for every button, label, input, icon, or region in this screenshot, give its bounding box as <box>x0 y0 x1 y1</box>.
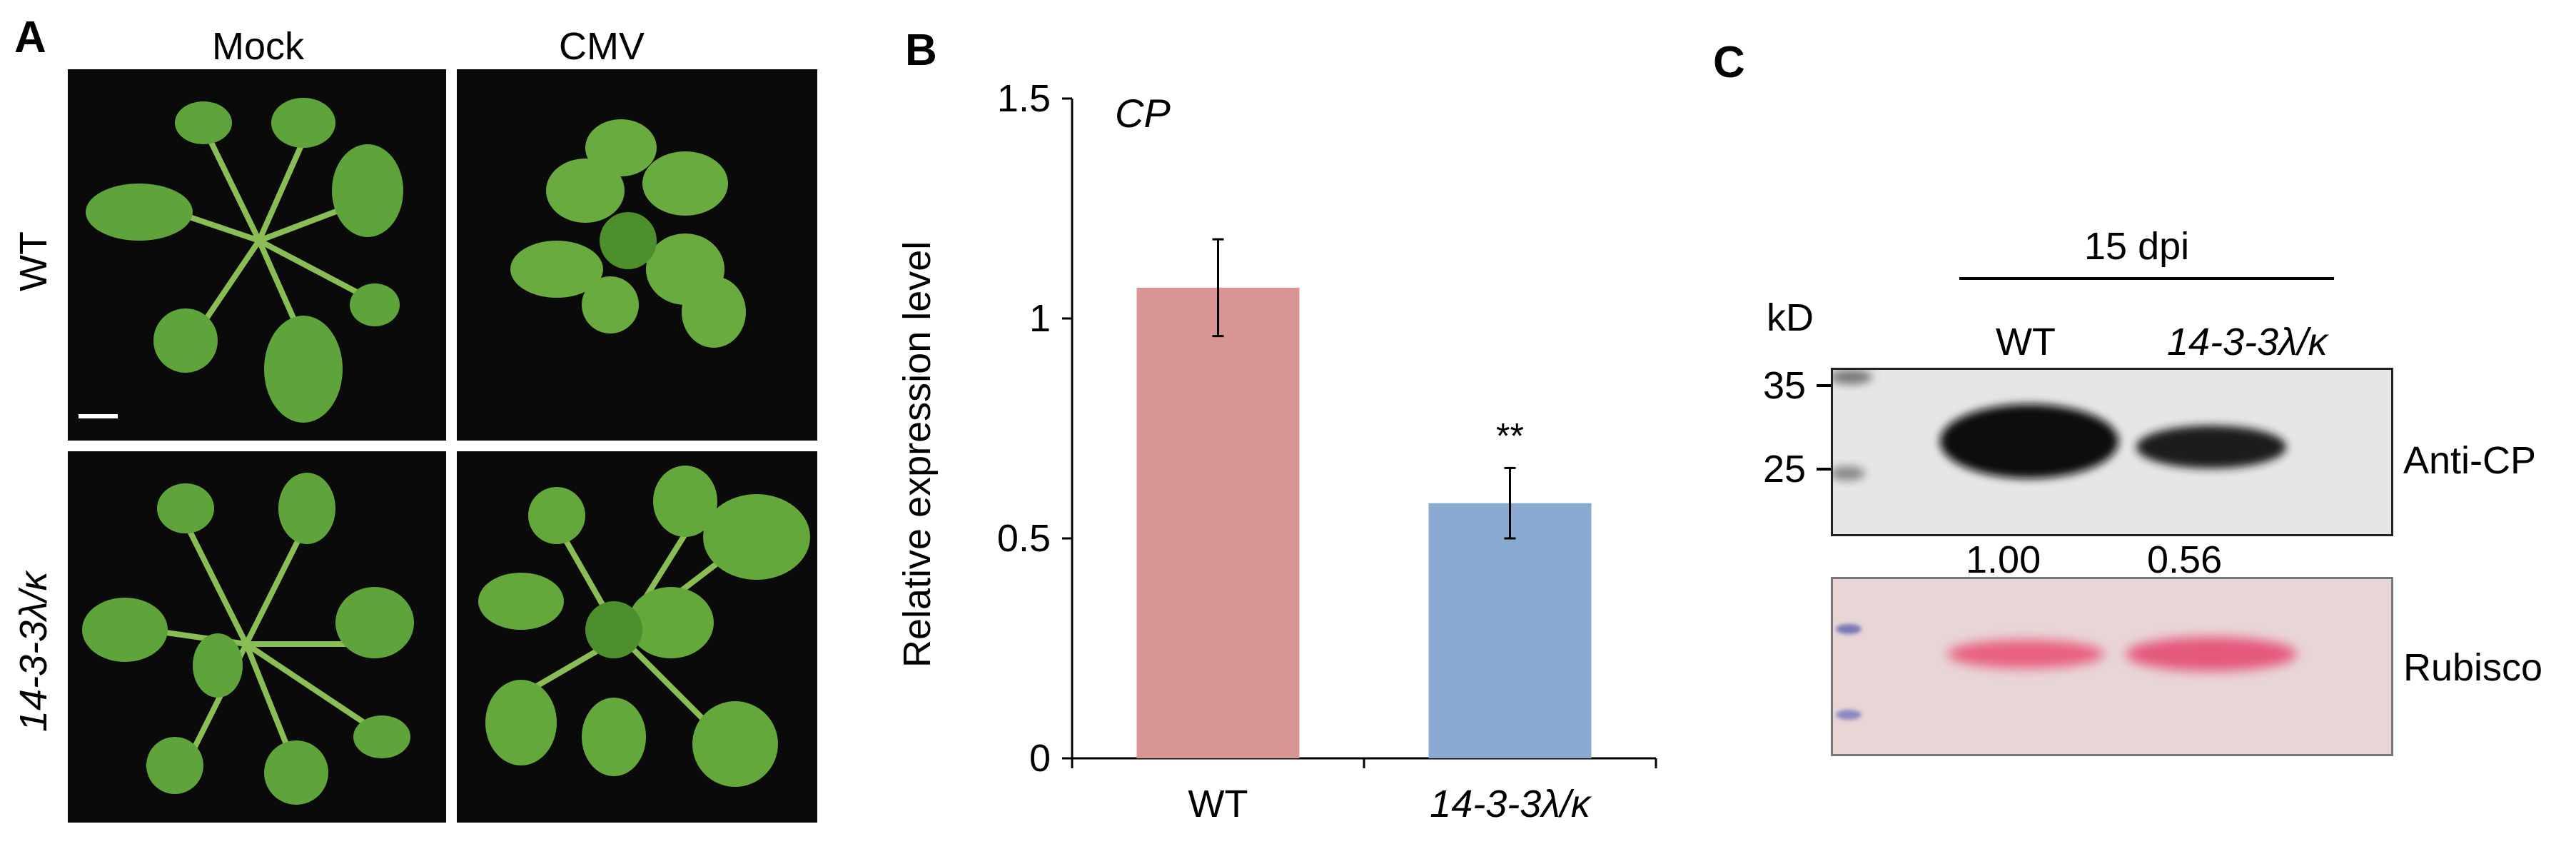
quantification-mutant: 0.56 <box>2147 538 2223 581</box>
panel-c-letter: C <box>1713 38 1745 87</box>
marker-25: 25 <box>1763 448 1807 491</box>
marker-35-tick <box>1817 384 1832 387</box>
plant-rosette-icon <box>82 473 414 805</box>
panel-b-letter: B <box>905 26 937 75</box>
ponceau-rubisco-stain <box>1831 577 2393 756</box>
bar-chart: 0 0.5 1 1.5 WT ** 14-3-3λ/κ CP <box>997 77 1657 821</box>
photo-wt-cmv <box>457 69 817 441</box>
kd-unit-label: kD <box>1767 296 1814 339</box>
y-tick-label: 0 <box>1029 737 1051 780</box>
time-point-bracket-line <box>1959 277 2334 280</box>
plant-rosette-icon <box>510 119 746 348</box>
marker-25-tick <box>1817 468 1832 471</box>
x-category-label: WT <box>1188 783 1248 821</box>
chart-y-axis-label: Relative expression level <box>896 241 939 668</box>
blot-bands <box>1833 370 2391 534</box>
column-header-mock: Mock <box>212 25 305 68</box>
y-tick-label: 0.5 <box>997 517 1051 560</box>
blot-label-anti-cp: Anti-CP <box>2403 439 2537 482</box>
photo-mutant-cmv <box>457 451 817 823</box>
quantification-wt: 1.00 <box>1966 538 2041 581</box>
lane-label-mutant: 14-3-3λ/κ <box>2167 321 2328 363</box>
column-header-cmv: CMV <box>559 25 645 68</box>
lane-label-wt: WT <box>1996 321 2056 363</box>
row-label-mutant: 14-3-3λ/κ <box>12 571 55 732</box>
time-point-label: 15 dpi <box>2084 225 2190 268</box>
photo-mutant-mock <box>68 451 446 823</box>
plant-rosette-icon <box>79 98 403 423</box>
bar-wt <box>1136 287 1300 758</box>
plant-rosette-icon <box>478 466 810 787</box>
x-category-label: 14-3-3λ/κ <box>1430 783 1592 821</box>
chart-title: CP <box>1115 91 1171 136</box>
row-label-wt: WT <box>12 231 55 291</box>
significance-marker: ** <box>1496 416 1524 456</box>
bar-mutant <box>1428 503 1592 758</box>
y-tick-label: 1.5 <box>997 77 1051 120</box>
blot-label-rubisco: Rubisco <box>2403 646 2543 689</box>
marker-35: 35 <box>1763 364 1807 407</box>
y-tick-label: 1 <box>1029 297 1051 340</box>
rubisco-bands <box>1833 579 2391 754</box>
western-blot-anti-cp <box>1831 368 2393 536</box>
photo-wt-mock <box>68 69 446 441</box>
panel-a-letter: A <box>14 13 46 62</box>
